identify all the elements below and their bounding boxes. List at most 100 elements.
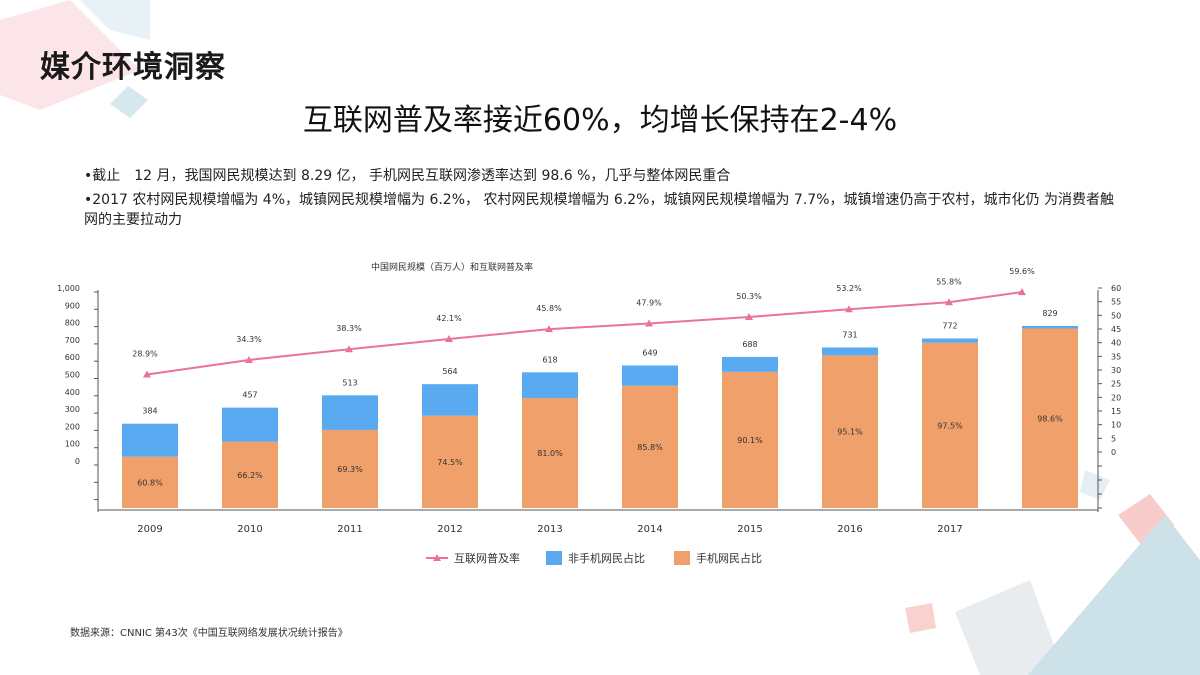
section-title: 媒介环境洞察 [40,50,226,85]
mobile-share-label: 85.8% [637,443,663,452]
penetration-point [1018,288,1026,296]
penetration-point [245,355,253,363]
deco-gray-triangle [955,580,1065,675]
penetration-label: 50.3% [736,292,762,301]
x-axis-tick-label: 2017 [937,524,962,535]
penetration-point [143,370,151,378]
x-axis-tick-label: 2016 [837,524,862,535]
legend-swatch-mobile [674,551,690,565]
right-axis-tick-label: 0 [1111,448,1116,457]
chart-axes: 1,00090080070060050040030020010006055504… [57,284,1121,512]
left-axis-tick-label: 200 [65,422,80,431]
penetration-label: 34.3% [236,335,262,344]
penetration-line [146,291,1023,376]
bar-mobile-share [322,429,378,508]
penetration-label: 38.3% [336,324,362,333]
bullet-item-2: •2017 农村网民规模增幅为 4%，城镇网民规模增幅为 6.2%， 农村网民规… [84,192,1114,228]
mobile-share-label: 97.5% [937,421,963,430]
left-axis-tick-label: 1,000 [57,284,80,293]
penetration-point [745,313,753,321]
x-axis-tick-label: 2014 [637,524,662,535]
legend-label: 手机网民占比 [696,551,762,565]
left-axis-tick-label: 600 [65,353,80,362]
bar-non-mobile-share [122,423,178,457]
legend-label: 非手机网民占比 [568,551,645,565]
deco-pink-square-bottom [905,603,936,633]
mobile-share-label: 66.2% [237,471,263,480]
deco-blue-diamond [110,86,148,118]
mobile-share-label: 81.0% [537,449,563,458]
bar-mobile-share [422,415,478,508]
right-axis-tick-label: 60 [1111,284,1121,293]
left-axis-tick-label: 300 [65,405,80,414]
x-axis-tick-label: 2013 [537,524,562,535]
mobile-share-label: 74.5% [437,458,463,467]
bar-total-label: 772 [942,321,957,330]
mobile-share-label: 69.3% [337,465,363,474]
penetration-point [645,319,653,327]
left-axis-tick-label: 400 [65,388,80,397]
bar-mobile-share [122,456,178,508]
penetration-point [545,325,553,333]
right-axis-tick-label: 5 [1111,434,1116,443]
bar-total-label: 564 [442,367,457,376]
combo-chart: 中国网民规模（百万人）和互联网普及率 1,0009008007006005004… [57,261,1121,565]
right-axis-tick-label: 50 [1111,311,1121,320]
deco-blue-triangle [1028,515,1200,675]
bar-total-label: 618 [542,355,557,364]
bar-total-label: 513 [342,378,357,387]
mobile-share-label: 90.1% [737,436,763,445]
bar-non-mobile-share [422,384,478,416]
bar-non-mobile-share [222,407,278,442]
bar-total-label: 384 [142,407,157,416]
x-axis-tick-label: 2012 [437,524,462,535]
right-axis-tick-label: 25 [1111,380,1121,389]
bar-mobile-share [622,385,678,508]
bar-mobile-share [222,441,278,508]
bullet-list: •截止 12 月，我国网民规模达到 8.29 亿， 手机网民互联网渗透率达到 9… [84,166,1124,234]
penetration-label: 53.2% [836,284,862,293]
penetration-label: 28.9% [132,349,158,358]
chart-bars [122,325,1078,508]
deco-blue-shape-top-left [80,0,150,40]
right-axis-tick-label: 30 [1111,366,1121,375]
deco-blue-shape-right [1080,470,1110,500]
right-axis-tick-label: 20 [1111,393,1121,402]
mobile-share-label: 60.8% [137,478,163,487]
left-axis-tick-label: 100 [65,440,80,449]
right-axis-tick-label: 55 [1111,298,1121,307]
bar-mobile-share [922,342,978,508]
penetration-label: 45.8% [536,304,562,313]
chart-labels: 2009 384 60.8% 2010 457 66.2% 2011 513 69.3% 2012… [132,267,1063,535]
penetration-point [845,305,853,313]
bar-total-label: 649 [642,348,657,357]
penetration-label: 59.6% [1009,267,1035,276]
penetration-label: 42.1% [436,314,462,323]
bar-non-mobile-share [1022,325,1078,329]
right-axis-tick-label: 15 [1111,407,1121,416]
penetration-point [345,345,353,353]
bar-total-label: 688 [742,340,757,349]
bar-non-mobile-share [322,395,378,430]
penetration-point [445,335,453,343]
left-axis-tick-label: 0 [75,457,80,466]
bar-non-mobile-share [922,338,978,343]
chart-title: 中国网民规模（百万人）和互联网普及率 [371,261,533,273]
x-axis-tick-label: 2015 [737,524,762,535]
chart-legend: 互联网普及率 非手机网民占比 手机网民占比 [426,551,762,565]
chart-line [143,288,1026,378]
bar-non-mobile-share [822,347,878,356]
right-axis-tick-label: 35 [1111,352,1121,361]
bar-total-label: 457 [242,391,257,400]
deco-pink-shape-top-left [0,0,140,110]
bar-non-mobile-share [622,365,678,386]
penetration-label: 55.8% [936,277,962,286]
bar-mobile-share [1022,328,1078,508]
penetration-label: 47.9% [636,298,662,307]
legend-line-marker [433,554,441,561]
bar-total-label: 829 [1042,309,1057,318]
left-axis-tick-label: 500 [65,371,80,380]
left-axis-tick-label: 800 [65,319,80,328]
bar-mobile-share [722,371,778,508]
